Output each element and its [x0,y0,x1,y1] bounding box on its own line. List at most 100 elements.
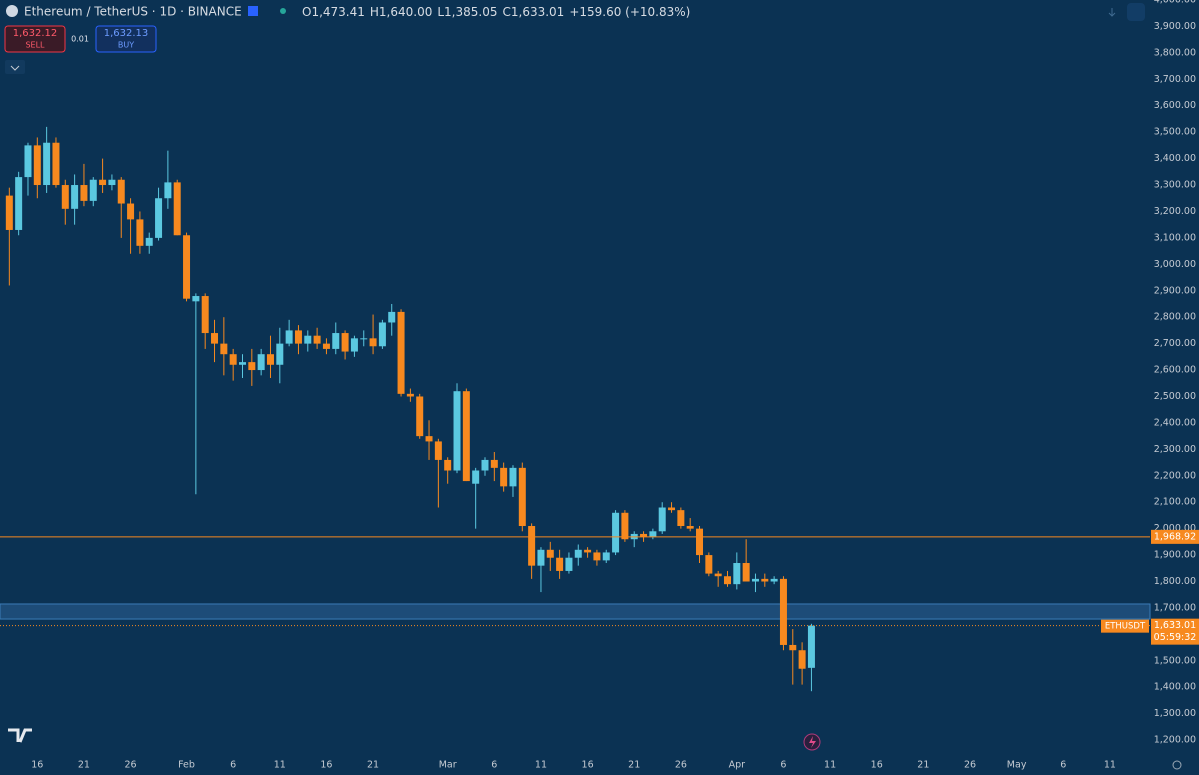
collapse-button[interactable] [5,60,25,74]
sell-button[interactable] [4,25,66,53]
y-tick-label: 3,300.00 [1154,180,1196,191]
candle-body [416,396,424,437]
candle-body [52,142,60,186]
y-tick-label: 2,700.00 [1154,338,1196,349]
candle-body [640,533,648,537]
symbol-label: ETHUSDT [1105,622,1146,632]
candle-body [43,142,51,186]
candle-body [751,578,759,582]
candle-body [220,343,228,355]
x-tick-label: May [1007,760,1027,771]
y-tick-label: 1,500.00 [1154,655,1196,666]
y-tick-label: 3,900.00 [1154,21,1196,32]
candle-body [472,470,480,484]
candle-body [714,573,722,577]
candle-body [360,338,368,340]
buy-price: 1,632.13 [104,28,149,39]
y-tick-label: 3,200.00 [1154,206,1196,217]
candle-body [481,459,489,471]
candle-body [80,185,88,201]
x-tick-label: 26 [964,760,976,771]
candle-body [192,296,200,302]
axis-settings-icon[interactable] [1172,760,1182,770]
candle-body [602,552,610,561]
y-tick-label: 2,600.00 [1154,365,1196,376]
candle-body [369,338,377,347]
candle-body [807,625,815,668]
y-tick-label: 4,000.00 [1154,0,1196,6]
x-tick-label: Mar [439,760,457,771]
candle-body [546,549,554,558]
buy-button[interactable] [95,25,157,53]
candle-body [500,467,508,487]
candle-body [211,333,219,344]
candle-body [276,343,284,365]
symbol-icon[interactable] [6,5,18,17]
candle-body [453,391,461,471]
y-tick-label: 2,500.00 [1154,391,1196,402]
x-tick-label: 11 [274,760,286,771]
x-tick-label: 26 [675,760,687,771]
candle-body [266,354,274,365]
candle-body [696,528,704,556]
price-line-label: 1,968.92 [1154,531,1196,542]
y-tick-label: 2,200.00 [1154,470,1196,481]
candle-body [117,179,125,204]
candle-body [779,578,787,645]
x-tick-label: 6 [1060,760,1066,771]
price-line-tag [1151,529,1199,544]
candle-body [397,311,405,394]
x-tick-label: 11 [824,760,836,771]
candle-body [593,552,601,561]
candle-body [509,467,517,487]
candle-body [574,549,582,558]
candle-body [5,195,13,230]
x-tick-label: 11 [1104,760,1116,771]
candle-body [108,179,116,186]
y-tick-label: 1,400.00 [1154,682,1196,693]
candle-body [705,555,713,574]
candle-body [201,296,209,334]
sell-price: 1,632.12 [13,28,58,39]
candle-body [733,563,741,585]
x-tick-label: 16 [31,760,43,771]
candle-body [61,185,69,209]
x-tick-label: 21 [917,760,929,771]
close-value: C1,633.01 [502,5,564,19]
y-tick-label: 2,800.00 [1154,312,1196,323]
y-tick-label: 3,400.00 [1154,153,1196,164]
candle-body [71,185,79,209]
candle-body [127,203,135,220]
candle-body [15,177,23,230]
candle-body [350,338,358,352]
y-tick-label: 2,100.00 [1154,497,1196,508]
y-tick-label: 1,800.00 [1154,576,1196,587]
candle-body [183,235,191,299]
change-value: +159.60 (+10.83%) [569,5,690,19]
y-tick-label: 2,300.00 [1154,444,1196,455]
symbol-tag [1101,619,1149,633]
candle-body [285,330,293,344]
zone [0,603,1151,620]
x-tick-label: 16 [582,760,594,771]
candle-body [406,393,414,397]
x-tick-label: 16 [320,760,332,771]
settings-icon[interactable] [1127,3,1145,21]
candle-body [341,333,349,352]
flag-icon[interactable] [248,6,258,16]
quantity[interactable]: 0.01 [71,35,89,44]
x-tick-label: 21 [367,760,379,771]
logo[interactable] [8,728,32,743]
candle-body [33,145,41,186]
down-icon[interactable] [1108,8,1116,17]
countdown-label: 05:59:32 [1154,632,1197,643]
candle-body [229,354,237,365]
buy-label: BUY [118,41,134,50]
open-value: O1,473.41 [302,5,365,19]
x-tick-label: 11 [535,760,547,771]
y-tick-label: 1,200.00 [1154,735,1196,746]
lightning-icon [809,736,816,748]
